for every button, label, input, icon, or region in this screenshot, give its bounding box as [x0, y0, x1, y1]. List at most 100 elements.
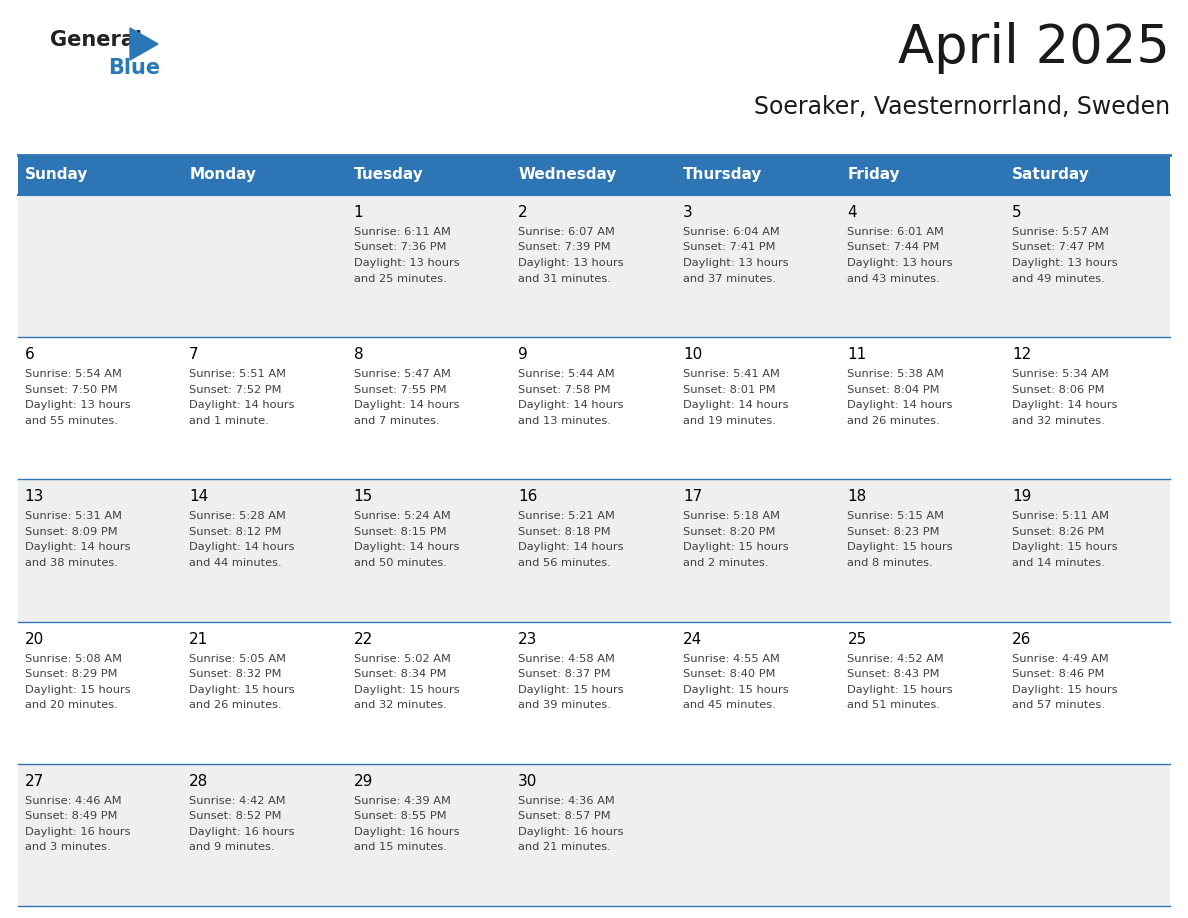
Text: Soeraker, Vaesternorrland, Sweden: Soeraker, Vaesternorrland, Sweden — [754, 95, 1170, 119]
Text: Sunset: 7:41 PM: Sunset: 7:41 PM — [683, 242, 776, 252]
Text: Daylight: 13 hours: Daylight: 13 hours — [354, 258, 460, 268]
Text: 12: 12 — [1012, 347, 1031, 363]
Text: Daylight: 15 hours: Daylight: 15 hours — [518, 685, 624, 695]
Text: Sunset: 8:20 PM: Sunset: 8:20 PM — [683, 527, 776, 537]
Text: Saturday: Saturday — [1012, 167, 1089, 183]
Text: Daylight: 14 hours: Daylight: 14 hours — [518, 543, 624, 553]
Text: 6: 6 — [25, 347, 34, 363]
Text: and 21 minutes.: and 21 minutes. — [518, 843, 611, 852]
Text: Daylight: 16 hours: Daylight: 16 hours — [25, 827, 129, 837]
Text: and 43 minutes.: and 43 minutes. — [847, 274, 940, 284]
Text: Sunset: 8:18 PM: Sunset: 8:18 PM — [518, 527, 611, 537]
Text: Daylight: 14 hours: Daylight: 14 hours — [25, 543, 129, 553]
Text: Sunrise: 4:42 AM: Sunrise: 4:42 AM — [189, 796, 286, 806]
Text: Daylight: 14 hours: Daylight: 14 hours — [683, 400, 789, 410]
Text: 2: 2 — [518, 205, 527, 220]
Bar — [18, 337, 1170, 479]
Text: Sunrise: 5:24 AM: Sunrise: 5:24 AM — [354, 511, 450, 521]
Text: and 32 minutes.: and 32 minutes. — [1012, 416, 1105, 426]
Text: Sunday: Sunday — [25, 167, 88, 183]
Text: 27: 27 — [25, 774, 44, 789]
Text: Sunset: 8:43 PM: Sunset: 8:43 PM — [847, 669, 940, 679]
Text: and 55 minutes.: and 55 minutes. — [25, 416, 118, 426]
Text: and 37 minutes.: and 37 minutes. — [683, 274, 776, 284]
Text: and 57 minutes.: and 57 minutes. — [1012, 700, 1105, 711]
Text: 10: 10 — [683, 347, 702, 363]
Text: Daylight: 13 hours: Daylight: 13 hours — [518, 258, 624, 268]
Text: and 56 minutes.: and 56 minutes. — [518, 558, 611, 568]
Text: Daylight: 15 hours: Daylight: 15 hours — [683, 543, 789, 553]
Text: Thursday: Thursday — [683, 167, 763, 183]
Text: Daylight: 15 hours: Daylight: 15 hours — [1012, 685, 1118, 695]
Text: Sunset: 8:40 PM: Sunset: 8:40 PM — [683, 669, 776, 679]
Text: 14: 14 — [189, 489, 208, 504]
Text: Sunrise: 4:58 AM: Sunrise: 4:58 AM — [518, 654, 615, 664]
Text: Daylight: 14 hours: Daylight: 14 hours — [189, 400, 295, 410]
Text: Sunrise: 6:07 AM: Sunrise: 6:07 AM — [518, 227, 615, 237]
Text: Sunset: 8:01 PM: Sunset: 8:01 PM — [683, 385, 776, 395]
Text: Blue: Blue — [108, 58, 160, 78]
Text: Sunrise: 5:34 AM: Sunrise: 5:34 AM — [1012, 369, 1108, 379]
Text: Sunrise: 5:11 AM: Sunrise: 5:11 AM — [1012, 511, 1110, 521]
Text: 21: 21 — [189, 632, 208, 646]
Text: Sunset: 8:09 PM: Sunset: 8:09 PM — [25, 527, 118, 537]
Text: Daylight: 13 hours: Daylight: 13 hours — [1012, 258, 1118, 268]
Bar — [18, 195, 1170, 337]
Text: 5: 5 — [1012, 205, 1022, 220]
Text: 23: 23 — [518, 632, 538, 646]
Text: Sunrise: 5:57 AM: Sunrise: 5:57 AM — [1012, 227, 1110, 237]
Text: and 20 minutes.: and 20 minutes. — [25, 700, 118, 711]
Text: Sunrise: 5:02 AM: Sunrise: 5:02 AM — [354, 654, 450, 664]
Text: 22: 22 — [354, 632, 373, 646]
Text: Sunset: 8:04 PM: Sunset: 8:04 PM — [847, 385, 940, 395]
Text: Sunset: 8:23 PM: Sunset: 8:23 PM — [847, 527, 940, 537]
Text: Sunrise: 5:31 AM: Sunrise: 5:31 AM — [25, 511, 121, 521]
Text: and 13 minutes.: and 13 minutes. — [518, 416, 611, 426]
Text: Sunset: 7:52 PM: Sunset: 7:52 PM — [189, 385, 282, 395]
Text: Daylight: 14 hours: Daylight: 14 hours — [189, 543, 295, 553]
Text: and 39 minutes.: and 39 minutes. — [518, 700, 611, 711]
Text: Sunset: 7:55 PM: Sunset: 7:55 PM — [354, 385, 447, 395]
Bar — [18, 155, 1170, 195]
Text: Sunrise: 5:44 AM: Sunrise: 5:44 AM — [518, 369, 615, 379]
Text: Sunrise: 4:49 AM: Sunrise: 4:49 AM — [1012, 654, 1108, 664]
Text: Sunset: 8:32 PM: Sunset: 8:32 PM — [189, 669, 282, 679]
Text: Daylight: 15 hours: Daylight: 15 hours — [847, 543, 953, 553]
Bar — [18, 764, 1170, 906]
Text: 7: 7 — [189, 347, 198, 363]
Text: and 25 minutes.: and 25 minutes. — [354, 274, 447, 284]
Text: Sunset: 8:26 PM: Sunset: 8:26 PM — [1012, 527, 1105, 537]
Text: Sunrise: 4:46 AM: Sunrise: 4:46 AM — [25, 796, 121, 806]
Text: Sunrise: 5:21 AM: Sunrise: 5:21 AM — [518, 511, 615, 521]
Text: Sunset: 8:57 PM: Sunset: 8:57 PM — [518, 812, 611, 822]
Text: Daylight: 13 hours: Daylight: 13 hours — [25, 400, 131, 410]
Text: Sunrise: 5:08 AM: Sunrise: 5:08 AM — [25, 654, 121, 664]
Text: Monday: Monday — [189, 167, 257, 183]
Text: 4: 4 — [847, 205, 857, 220]
Text: Sunrise: 5:05 AM: Sunrise: 5:05 AM — [189, 654, 286, 664]
Text: Daylight: 14 hours: Daylight: 14 hours — [354, 543, 460, 553]
Text: and 3 minutes.: and 3 minutes. — [25, 843, 110, 852]
Text: and 49 minutes.: and 49 minutes. — [1012, 274, 1105, 284]
Text: Daylight: 14 hours: Daylight: 14 hours — [847, 400, 953, 410]
Text: 18: 18 — [847, 489, 867, 504]
Text: Sunrise: 6:11 AM: Sunrise: 6:11 AM — [354, 227, 450, 237]
Text: Daylight: 16 hours: Daylight: 16 hours — [518, 827, 624, 837]
Text: and 19 minutes.: and 19 minutes. — [683, 416, 776, 426]
Text: Sunrise: 6:04 AM: Sunrise: 6:04 AM — [683, 227, 779, 237]
Text: 3: 3 — [683, 205, 693, 220]
Text: Daylight: 15 hours: Daylight: 15 hours — [25, 685, 131, 695]
Text: 1: 1 — [354, 205, 364, 220]
Text: 17: 17 — [683, 489, 702, 504]
Text: April 2025: April 2025 — [898, 22, 1170, 74]
Text: 9: 9 — [518, 347, 527, 363]
Text: and 26 minutes.: and 26 minutes. — [847, 416, 940, 426]
Text: Daylight: 15 hours: Daylight: 15 hours — [1012, 543, 1118, 553]
Text: Sunset: 8:55 PM: Sunset: 8:55 PM — [354, 812, 447, 822]
Text: and 44 minutes.: and 44 minutes. — [189, 558, 282, 568]
Text: Daylight: 15 hours: Daylight: 15 hours — [189, 685, 295, 695]
Text: 11: 11 — [847, 347, 867, 363]
Text: Wednesday: Wednesday — [518, 167, 617, 183]
Text: 28: 28 — [189, 774, 208, 789]
Text: and 45 minutes.: and 45 minutes. — [683, 700, 776, 711]
